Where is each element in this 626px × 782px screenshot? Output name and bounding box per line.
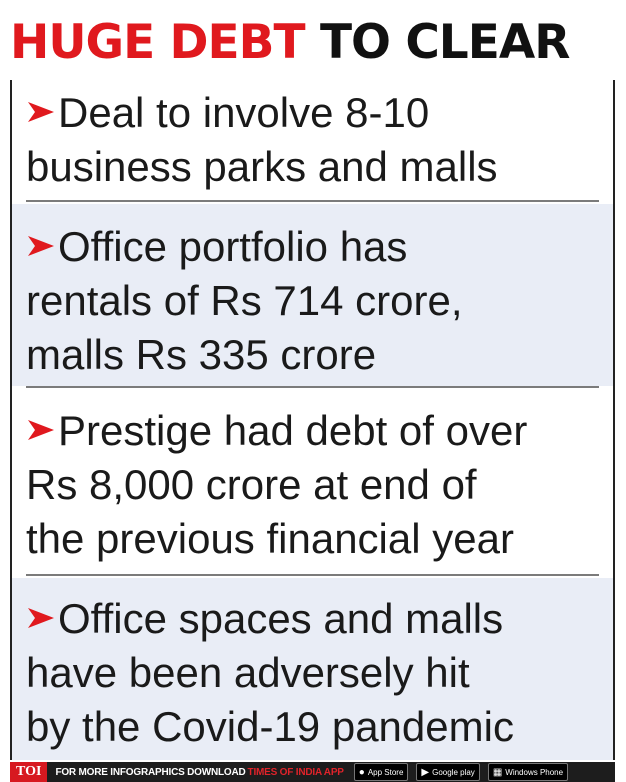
arrow-bullet-icon: [28, 607, 54, 628]
point-item: Office spaces and malls have been advers…: [26, 592, 599, 754]
point-text: by the Covid-19 pandemic: [26, 703, 514, 750]
play-icon: ▶: [421, 766, 430, 778]
title-rest: TO CLEAR: [319, 15, 570, 70]
toi-logo: TOI: [10, 762, 48, 782]
point-text: Rs 8,000 crore at end of: [26, 461, 477, 508]
point-text: have been adversely hit: [26, 649, 470, 696]
windows-icon: ▦: [492, 766, 503, 778]
shaded-band: [12, 578, 613, 760]
point-item: Deal to involve 8-10 business parks and …: [26, 86, 599, 194]
shaded-band: [12, 204, 613, 386]
point-text: Deal to involve 8-10: [58, 89, 430, 136]
arrow-bullet-icon: [28, 101, 54, 122]
point-text: rentals of Rs 714 crore,: [26, 277, 463, 324]
point-text: Office spaces and malls: [58, 595, 504, 642]
point-text: Office portfolio has: [58, 223, 408, 270]
divider: [26, 386, 599, 388]
arrow-bullet-icon: [28, 419, 54, 440]
app-store-badge[interactable]: ● App Store: [353, 763, 409, 781]
point-text: malls Rs 335 crore: [26, 331, 377, 378]
apple-icon: ●: [358, 766, 365, 778]
google-play-badge[interactable]: ▶ Google play: [416, 763, 480, 781]
point-text: Prestige had debt of over: [58, 407, 528, 454]
points-card: Deal to involve 8-10 business parks and …: [10, 80, 615, 760]
point-text: business parks and malls: [26, 143, 498, 190]
footer-text: FOR MORE INFOGRAPHICS DOWNLOAD: [55, 766, 246, 778]
footer-app-name: TIMES OF INDIA APP: [247, 766, 344, 778]
divider: [26, 574, 599, 576]
point-item: Prestige had debt of over Rs 8,000 crore…: [26, 404, 599, 566]
infographic-title: HUGE DEBT TO CLEAR: [10, 14, 616, 72]
divider: [26, 200, 599, 202]
point-item: Office portfolio has rentals of Rs 714 c…: [26, 220, 599, 382]
title-highlight: HUGE DEBT: [10, 15, 306, 70]
footer-bar: TOI FOR MORE INFOGRAPHICS DOWNLOAD TIMES…: [10, 762, 615, 782]
windows-phone-badge[interactable]: ▦ Windows Phone: [487, 763, 569, 781]
point-text: the previous financial year: [26, 515, 514, 562]
arrow-bullet-icon: [28, 235, 54, 256]
